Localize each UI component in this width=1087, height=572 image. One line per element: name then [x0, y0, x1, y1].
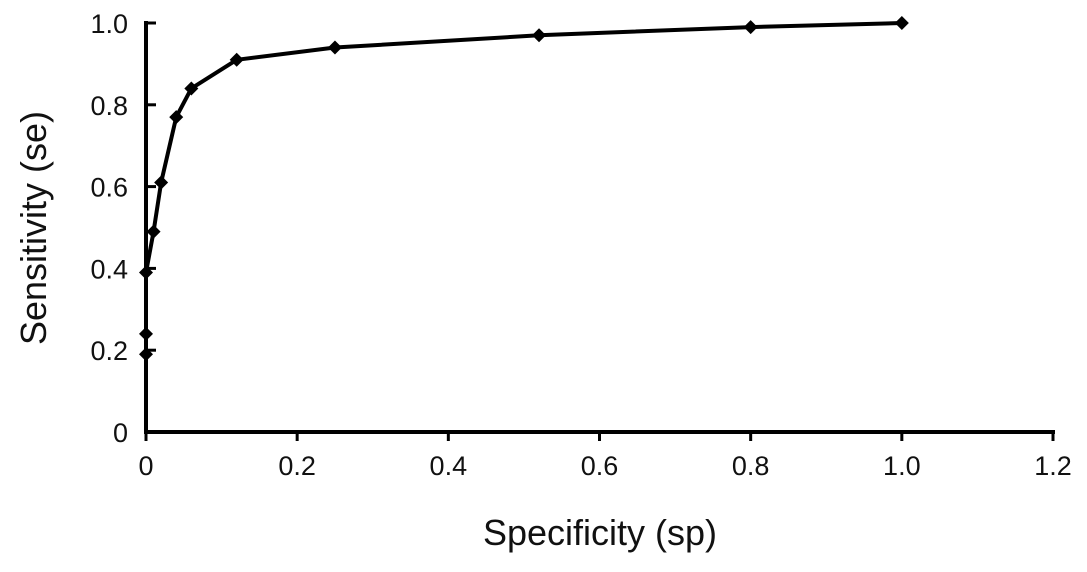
y-tick-label: 1.0: [90, 9, 128, 39]
data-point: [327, 40, 342, 55]
axes: 0 0.2 0.4 0.6 0.8 1.0 1.2 0 0.2 0.4 0.6 0.8 1.0: [90, 9, 1071, 481]
x-tick-label: 0.2: [278, 451, 316, 481]
y-axis-label: Sensitivity (se): [13, 111, 54, 345]
x-tick-label: 0: [138, 451, 153, 481]
x-tick-label: 0.8: [732, 451, 770, 481]
x-tick-label: 0.4: [430, 451, 468, 481]
data-point: [184, 81, 199, 96]
data-point: [139, 347, 153, 362]
data-point: [154, 175, 169, 190]
y-tick-label: 0.6: [90, 173, 128, 203]
y-tick-label: 0: [113, 418, 128, 448]
data-point: [229, 52, 244, 67]
y-tick-label: 0.4: [90, 254, 128, 284]
x-tick-label: 1.0: [883, 451, 921, 481]
x-tick-label: 1.2: [1034, 451, 1072, 481]
data-point: [139, 326, 153, 341]
x-axis-label: Specificity (sp): [483, 512, 717, 553]
data-series: [139, 16, 909, 362]
series-line: [144, 21, 902, 355]
x-tick-label: 0.6: [581, 451, 619, 481]
data-point: [532, 28, 547, 43]
data-point: [169, 110, 184, 125]
data-point: [139, 265, 153, 280]
data-point: [894, 16, 909, 30]
data-point: [743, 20, 758, 35]
data-point: [146, 224, 161, 239]
y-tick-label: 0.8: [90, 91, 128, 121]
y-tick-label: 0.2: [90, 336, 128, 366]
